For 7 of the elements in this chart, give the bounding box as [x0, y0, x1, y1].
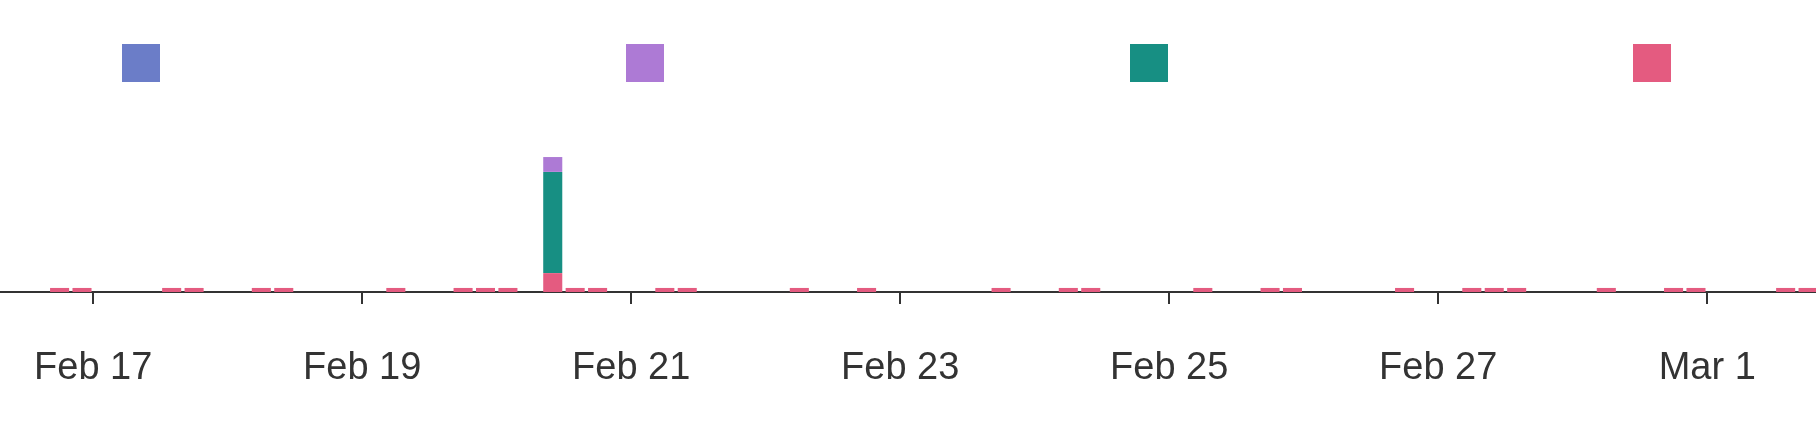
x-tick-label: Mar 1	[1658, 345, 1756, 388]
x-tick-label: Feb 17	[34, 345, 153, 388]
x-tick-label: Feb 27	[1379, 345, 1498, 388]
x-tick-label: Feb 21	[572, 345, 691, 388]
x-tick-label: Feb 19	[303, 345, 422, 388]
x-tick-label: Feb 23	[841, 345, 960, 388]
x-tick-label: Feb 25	[1110, 345, 1229, 388]
